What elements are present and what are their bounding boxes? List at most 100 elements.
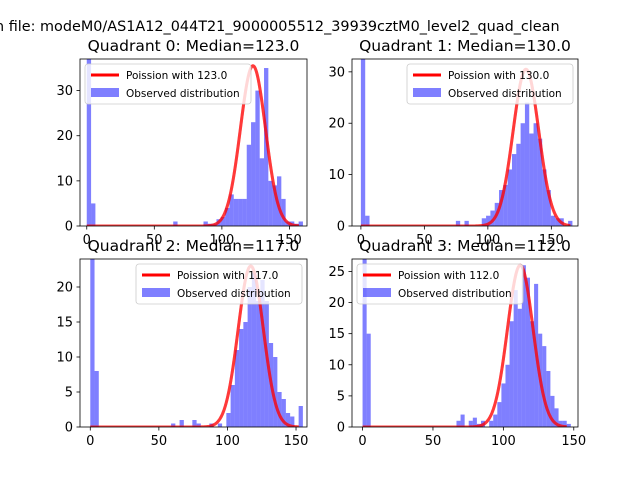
quadrant-1-ytick-label: 0: [337, 220, 345, 235]
quadrant-3-hist-bar: [456, 420, 461, 427]
quadrant-1-hist-bar: [524, 102, 530, 226]
quadrant-0-xtick-label: 50: [146, 233, 163, 248]
quadrant-2-legend-box: [135, 263, 303, 305]
quadrant-2-hist-bar: [226, 413, 231, 427]
quadrant-1-xtick-label: 50: [416, 233, 433, 248]
quadrant-3-hist-bar: [558, 420, 563, 427]
quadrant-2-hist-bar: [90, 259, 95, 427]
quadrant-3-ytick-label: 5: [337, 389, 345, 404]
quadrant-3-xtick-label: 50: [425, 434, 442, 449]
quadrant-2-ytick-label: 5: [65, 386, 73, 401]
quadrant-3-title: Quadrant 3: Median=112.0: [359, 237, 571, 255]
quadrant-1-hist-bar: [507, 169, 512, 226]
quadrant-2-xtick-label: 50: [151, 434, 168, 449]
quadrant-2-hist-bar: [217, 423, 223, 427]
quadrant-1-hist-bar: [520, 123, 525, 226]
quadrant-2-xtick-label: 150: [284, 434, 309, 449]
quadrant-0-ytick-label: 0: [65, 220, 73, 235]
quadrant-1-xtick-label: 150: [539, 233, 564, 248]
quadrant-3-hist-bar: [554, 408, 559, 427]
quadrant-0-hist-bar: [277, 176, 282, 226]
quadrant-1-hist-bar: [555, 218, 560, 226]
quadrant-2-hist-bar: [281, 399, 286, 427]
quadrant-0-legend-poisson-label: Poission with 123.0: [126, 70, 227, 82]
quadrant-2-hist-bar: [256, 301, 261, 427]
quadrant-3-hist-bar: [517, 308, 522, 427]
quadrant-3-xtick-label: 100: [491, 434, 516, 449]
quadrant-3-ytick-label: 15: [328, 327, 345, 342]
quadrant-0-ytick-label: 30: [56, 84, 73, 99]
quadrant-1-ytick-label: 20: [328, 117, 345, 132]
quadrant-0-hist-bar: [203, 221, 208, 226]
quadrant-3-ytick-label: 20: [328, 296, 345, 311]
quadrant-2-ytick-label: 10: [56, 351, 73, 366]
quadrant-2-hist-bar: [94, 371, 99, 427]
quadrant-2-hist-bar: [277, 392, 282, 427]
quadrant-1-ytick-label: 30: [328, 65, 345, 80]
quadrant-1-hist-bar: [542, 169, 547, 226]
quadrant-1-xtick-label: 0: [357, 233, 365, 248]
quadrant-3-hist-bar: [472, 417, 477, 427]
quadrant-0-hist-bar: [233, 198, 239, 226]
quadrant-1-legend-box: [406, 63, 574, 105]
quadrant-3-hist-bar: [525, 277, 530, 427]
quadrant-2-xtick-label: 100: [215, 434, 240, 449]
quadrant-1-hist-bar: [503, 184, 508, 226]
quadrant-2-ytick-label: 15: [56, 316, 73, 331]
quadrant-1-hist-bar: [486, 215, 491, 226]
quadrant-1-hist-bar: [568, 220, 573, 226]
quadrant-2-legend-hist-label: Observed distribution: [177, 288, 291, 300]
quadrant-1-hist-bar: [511, 154, 517, 226]
quadrant-2-hist-bar: [247, 287, 252, 427]
quadrant-2-hist-bar: [196, 423, 201, 427]
quadrant-1-hist-bar: [516, 143, 521, 226]
quadrant-3-hist-bar: [550, 395, 555, 427]
quadrant-0-hist-bar: [225, 207, 230, 226]
quadrant-2-hist-bar: [192, 420, 197, 427]
quadrant-0-hist-bar: [264, 68, 269, 226]
quadrant-3-legend-poisson-label: Poission with 112.0: [398, 270, 499, 282]
quadrant-0-hist-bar: [272, 185, 278, 226]
quadrant-2-hist-bar: [290, 416, 295, 427]
quadrant-0-legend-box: [84, 63, 252, 105]
quadrant-1-hist-bar: [481, 218, 487, 226]
quadrant-2-panel: 0 50 100 150 0 5 10 15 20 Quadrant 2: Median=117.…: [56, 237, 308, 449]
quadrant-0-hist-bar: [91, 203, 96, 226]
quadrant-1-hist-bar: [537, 138, 543, 226]
quadrant-3-ytick-label: 25: [328, 265, 345, 280]
quadrant-3-hist-bar: [566, 423, 571, 427]
quadrant-2-legend-hist-swatch: [142, 288, 170, 297]
quadrant-1-hist-bar: [529, 133, 534, 226]
quadrant-2-hist-bar: [230, 385, 235, 427]
quadrant-0-hist-bar: [229, 194, 234, 226]
quadrant-2-ytick-label: 0: [65, 421, 73, 436]
quadrant-3-xtick-label: 150: [561, 434, 586, 449]
quadrant-1-hist-bar: [533, 123, 538, 226]
quadrant-2-hist-bar: [243, 322, 248, 427]
quadrant-1-poisson-line-overlay: [360, 67, 571, 226]
quadrant-0-legend-hist-swatch: [91, 88, 119, 97]
quadrant-3-legend-hist-label: Observed distribution: [398, 288, 512, 300]
quadrant-1-legend-poisson-label: Poission with 130.0: [448, 70, 549, 82]
quadrant-3-hist-bar: [546, 371, 551, 427]
quadrant-1-title: Quadrant 1: Median=130.0: [359, 37, 571, 55]
quadrant-2-hist-bar: [273, 357, 278, 427]
quadrant-3-legend: Poission with 112.0 Observed distribution: [356, 263, 524, 305]
quadrant-0-hist-bar: [255, 90, 260, 226]
quadrant-0-xtick-label: 100: [209, 233, 234, 248]
quadrant-0-hist-bar: [251, 122, 256, 226]
quadrant-2-axes-frame: [79, 258, 308, 428]
figure-suptitle: n file: modeM0/AS1A12_044T21_9000005512_…: [0, 19, 560, 35]
quadrant-3-hist-bar: [501, 383, 506, 427]
quadrant-0-hist-bar: [173, 221, 178, 226]
quadrant-1-xtick-label: 100: [475, 233, 500, 248]
quadrant-3-axes-frame: [351, 258, 579, 428]
quadrant-3-hist-bar: [562, 420, 567, 427]
quadrant-3-hist-bar: [362, 259, 367, 427]
quadrant-1-panel: 0 50 100 150 0 10 20 30 Quadrant 1: Median=130.0…: [328, 37, 579, 248]
quadrant-0-plot-area: [85, 59, 303, 226]
quadrant-1-hist-bar: [490, 210, 495, 226]
quadrant-0-hist-bar: [238, 198, 243, 226]
quadrant-1-hist-bar: [550, 215, 556, 226]
